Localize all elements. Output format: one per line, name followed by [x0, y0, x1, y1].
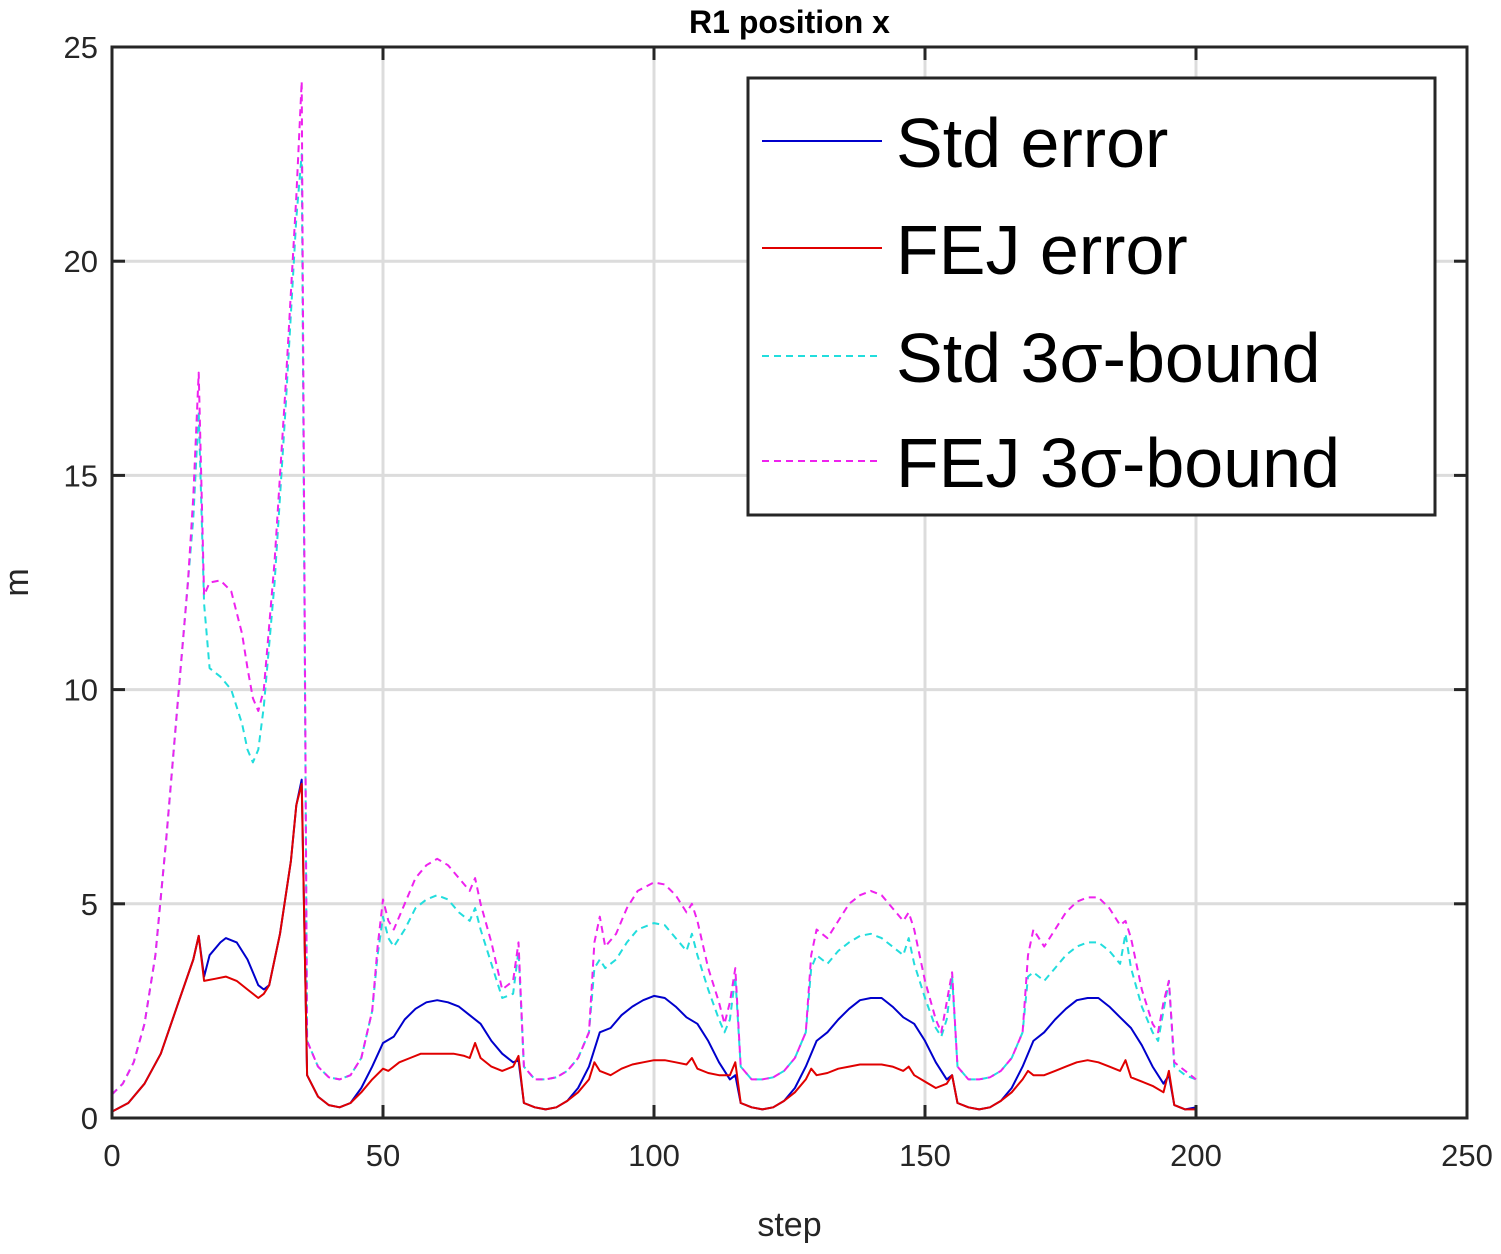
y-tick-label: 5 — [81, 887, 98, 922]
x-axis-label: step — [757, 1206, 821, 1244]
y-tick-label: 10 — [64, 673, 98, 708]
axis-ticks: 0 50 100 150 200 250 0 5 10 15 20 25 — [64, 30, 1493, 1173]
x-tick-label: 50 — [366, 1138, 400, 1173]
y-tick-label: 15 — [64, 458, 98, 493]
legend-label: Std 3σ-bound — [896, 319, 1321, 397]
x-tick-label: 200 — [1170, 1138, 1222, 1173]
legend-box — [746, 76, 1437, 517]
series-lines — [111, 80, 1197, 1113]
y-tick-label: 20 — [64, 244, 98, 279]
series-line-2 — [111, 153, 1197, 1096]
legend: Std error FEJ error Std 3σ-bound FEJ 3σ-bou… — [746, 76, 1437, 517]
y-axis-label: m — [0, 568, 36, 596]
x-tick-label: 250 — [1441, 1138, 1493, 1173]
legend-label: FEJ 3σ-bound — [896, 424, 1340, 502]
x-tick-label: 100 — [628, 1138, 680, 1173]
series-line-1 — [111, 782, 1196, 1113]
legend-label: FEJ error — [896, 211, 1188, 289]
x-tick-label: 150 — [899, 1138, 951, 1173]
axes-box — [110, 45, 1469, 1120]
legend-label: Std error — [896, 104, 1168, 182]
y-tick-label: 0 — [81, 1101, 98, 1136]
x-tick-label: 0 — [103, 1138, 120, 1173]
series-line-3 — [111, 80, 1197, 1096]
chart-title: R1 position x — [689, 4, 890, 40]
y-tick-label: 25 — [64, 30, 98, 65]
